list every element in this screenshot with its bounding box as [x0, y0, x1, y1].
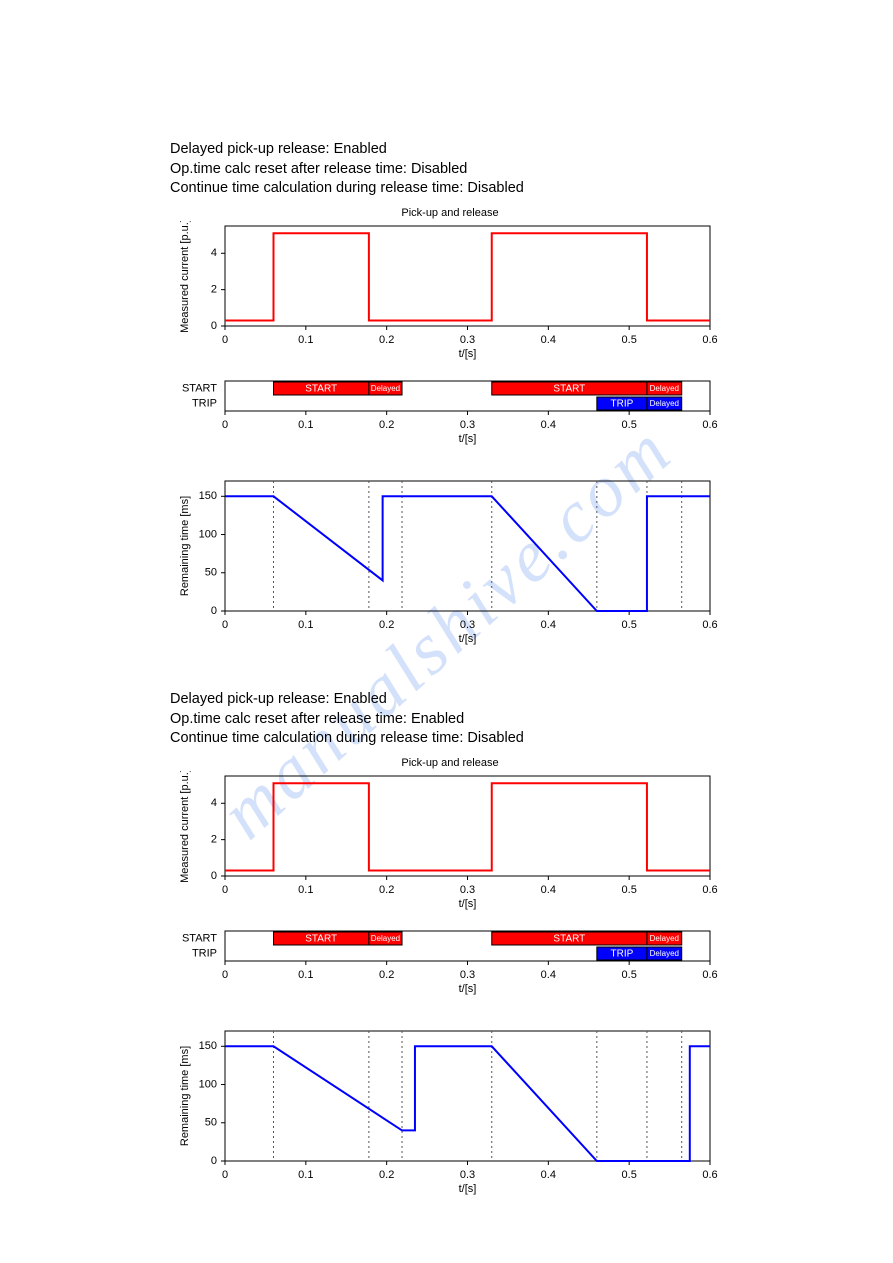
svg-text:START: START [553, 933, 585, 944]
svg-text:Delayed: Delayed [650, 399, 679, 408]
svg-text:0.3: 0.3 [460, 969, 475, 981]
svg-text:START: START [553, 383, 585, 394]
setting-line: Delayed pick-up release: Enabled [170, 690, 730, 710]
svg-text:0.1: 0.1 [298, 1169, 313, 1181]
svg-text:0.3: 0.3 [460, 419, 475, 431]
settings-2: Delayed pick-up release: Enabled Op.time… [170, 690, 730, 749]
svg-text:0.6: 0.6 [702, 334, 717, 346]
setting-line: Delayed pick-up release: Enabled [170, 140, 730, 160]
svg-text:START: START [305, 933, 337, 944]
svg-text:0.5: 0.5 [622, 334, 637, 346]
svg-text:2: 2 [211, 283, 217, 295]
charts-panel-2: 0 2 4 Measured current [p.u.] 0 0.1 0.2 0.3 0.4 0… [170, 771, 730, 1201]
svg-text:0.5: 0.5 [622, 419, 637, 431]
svg-text:START: START [182, 382, 217, 394]
svg-text:100: 100 [199, 1078, 217, 1090]
chart-title-2: Pick-up and release [170, 757, 730, 769]
svg-text:0.2: 0.2 [379, 419, 394, 431]
svg-text:0.1: 0.1 [298, 969, 313, 981]
svg-text:Delayed: Delayed [371, 384, 400, 393]
svg-text:0: 0 [222, 969, 228, 981]
svg-text:t/[s]: t/[s] [459, 633, 477, 645]
svg-text:150: 150 [199, 490, 217, 502]
svg-text:150: 150 [199, 1040, 217, 1052]
svg-text:TRIP: TRIP [611, 398, 634, 409]
svg-text:0.6: 0.6 [702, 1169, 717, 1181]
panel-1: Delayed pick-up release: Enabled Op.time… [170, 140, 730, 656]
svg-text:0.2: 0.2 [379, 619, 394, 631]
svg-text:Delayed: Delayed [650, 949, 679, 958]
svg-text:t/[s]: t/[s] [459, 433, 477, 445]
svg-text:0.1: 0.1 [298, 419, 313, 431]
svg-text:100: 100 [199, 528, 217, 540]
svg-text:50: 50 [205, 566, 217, 578]
svg-text:0.6: 0.6 [702, 419, 717, 431]
svg-text:t/[s]: t/[s] [459, 348, 477, 360]
svg-text:Measured current [p.u.]: Measured current [p.u.] [179, 221, 191, 333]
svg-text:0.4: 0.4 [541, 619, 556, 631]
setting-line: Op.time calc reset after release time: D… [170, 160, 730, 180]
svg-text:0.2: 0.2 [379, 1169, 394, 1181]
svg-text:0.4: 0.4 [541, 1169, 556, 1181]
setting-line: Continue time calculation during release… [170, 179, 730, 199]
svg-text:0.1: 0.1 [298, 884, 313, 896]
svg-text:0.2: 0.2 [379, 969, 394, 981]
svg-text:4: 4 [211, 797, 217, 809]
svg-text:0: 0 [222, 619, 228, 631]
svg-text:2: 2 [211, 833, 217, 845]
svg-text:0.4: 0.4 [541, 334, 556, 346]
chart-title-1: Pick-up and release [170, 207, 730, 219]
svg-text:0.4: 0.4 [541, 419, 556, 431]
svg-text:0.1: 0.1 [298, 334, 313, 346]
svg-text:0.5: 0.5 [622, 619, 637, 631]
svg-text:TRIP: TRIP [192, 397, 217, 409]
svg-text:0.1: 0.1 [298, 619, 313, 631]
svg-text:START: START [182, 932, 217, 944]
svg-text:Delayed: Delayed [650, 384, 679, 393]
svg-text:0.3: 0.3 [460, 884, 475, 896]
svg-text:0.5: 0.5 [622, 1169, 637, 1181]
svg-text:50: 50 [205, 1116, 217, 1128]
svg-text:0: 0 [222, 1169, 228, 1181]
svg-text:Remaining time [ms]: Remaining time [ms] [179, 1046, 191, 1146]
svg-text:t/[s]: t/[s] [459, 983, 477, 995]
svg-text:0: 0 [211, 605, 217, 617]
setting-line: Continue time calculation during release… [170, 729, 730, 749]
svg-text:0.6: 0.6 [702, 619, 717, 631]
svg-text:0: 0 [211, 870, 217, 882]
svg-text:0.3: 0.3 [460, 334, 475, 346]
svg-text:0: 0 [222, 419, 228, 431]
panel-2: Delayed pick-up release: Enabled Op.time… [170, 690, 730, 1206]
svg-text:Delayed: Delayed [371, 934, 400, 943]
svg-text:START: START [305, 383, 337, 394]
svg-text:Delayed: Delayed [650, 934, 679, 943]
svg-text:0.4: 0.4 [541, 884, 556, 896]
page: manualshive.com Delayed pick-up release:… [0, 0, 893, 1263]
svg-text:0.6: 0.6 [702, 884, 717, 896]
svg-text:0.5: 0.5 [622, 969, 637, 981]
svg-text:0.4: 0.4 [541, 969, 556, 981]
svg-text:TRIP: TRIP [192, 947, 217, 959]
svg-text:4: 4 [211, 247, 217, 259]
setting-line: Op.time calc reset after release time: E… [170, 710, 730, 730]
svg-text:0.5: 0.5 [622, 884, 637, 896]
svg-text:0: 0 [211, 320, 217, 332]
svg-text:t/[s]: t/[s] [459, 898, 477, 910]
svg-text:0.3: 0.3 [460, 1169, 475, 1181]
svg-text:0: 0 [222, 334, 228, 346]
charts-panel-1: 0 2 4 Measured current [p.u.] 0 0.1 0.2 0.3 0.4 0… [170, 221, 730, 651]
settings-1: Delayed pick-up release: Enabled Op.time… [170, 140, 730, 199]
svg-text:0.2: 0.2 [379, 334, 394, 346]
svg-text:Measured current [p.u.]: Measured current [p.u.] [179, 771, 191, 883]
svg-text:0.3: 0.3 [460, 619, 475, 631]
svg-text:0: 0 [211, 1155, 217, 1167]
svg-text:Remaining time [ms]: Remaining time [ms] [179, 496, 191, 596]
svg-text:0.2: 0.2 [379, 884, 394, 896]
svg-text:TRIP: TRIP [611, 948, 634, 959]
svg-text:0.6: 0.6 [702, 969, 717, 981]
svg-text:0: 0 [222, 884, 228, 896]
svg-text:t/[s]: t/[s] [459, 1183, 477, 1195]
